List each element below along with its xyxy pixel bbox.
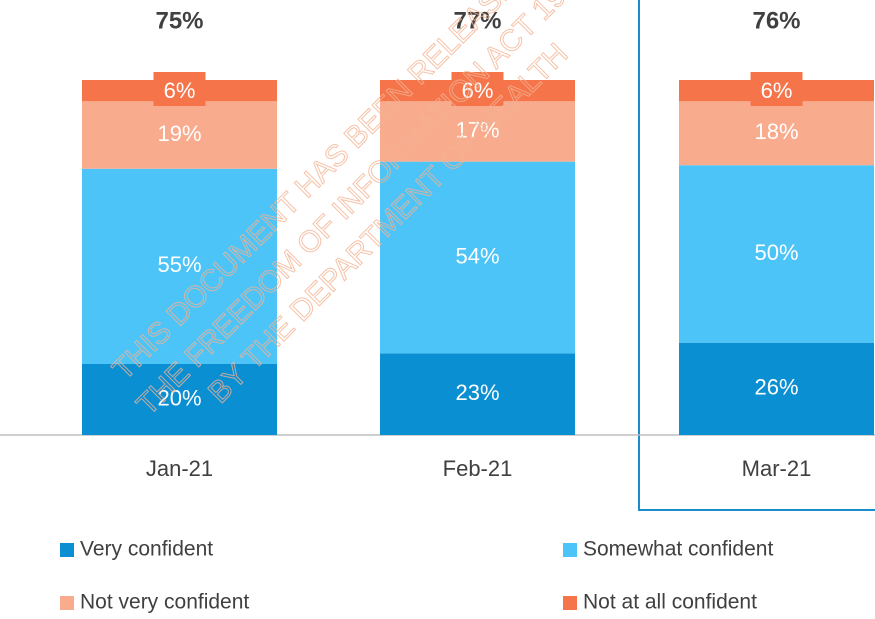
value-label: 55% [157,252,201,277]
bar-segment [679,165,874,343]
highlight-box [638,0,875,511]
value-label: 18% [754,119,798,144]
legend-swatch [563,543,577,557]
total-label: 77% [453,7,501,34]
value-label: 6% [164,78,196,103]
value-label: 17% [455,117,499,142]
bar-segment [679,342,874,435]
x-tick-label: Feb-21 [443,456,513,481]
legend-item: Somewhat confident [563,538,773,561]
value-label: 6% [462,78,494,103]
legend-label: Not at all confident [583,591,757,614]
bar-segment [82,168,277,364]
bar-segment [380,161,575,354]
total-label: 75% [155,7,203,34]
value-label: 19% [157,121,201,146]
label-box [153,72,206,106]
legend-item: Not very confident [60,591,249,614]
legend-swatch [60,596,74,610]
total-label: 76% [752,7,800,34]
value-label: 26% [754,375,798,400]
legend-label: Very confident [80,538,213,561]
value-label: 23% [455,380,499,405]
bar-segment [82,101,277,169]
legend-swatch [60,543,74,557]
label-box [451,72,504,106]
label-box [750,72,803,106]
x-tick-label: Mar-21 [742,456,812,481]
bar-segment [679,101,874,166]
legend-item: Very confident [60,538,213,561]
legend-swatch [563,596,577,610]
bar-segment [82,364,277,435]
value-label: 6% [761,78,793,103]
bar-segment [380,353,575,435]
x-tick-label: Jan-21 [146,456,213,481]
legend-label: Somewhat confident [583,538,773,561]
value-label: 20% [157,385,201,410]
value-label: 50% [754,240,798,265]
value-label: 54% [455,243,499,268]
legend-label: Not very confident [80,591,249,614]
bar-segment [380,101,575,162]
legend-item: Not at all confident [563,591,757,614]
